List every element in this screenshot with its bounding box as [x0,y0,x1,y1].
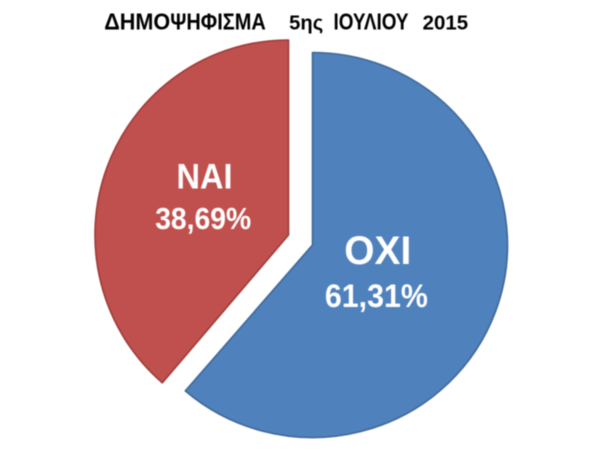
svg-text:38,69%: 38,69% [155,202,251,236]
svg-text:ΟΧΙ: ΟΧΙ [344,229,411,273]
svg-text:ΝΑΙ: ΝΑΙ [177,158,233,197]
svg-text:2015: 2015 [423,13,469,35]
svg-text:5ης: 5ης [289,13,323,35]
svg-text:ΙΟΥΛΙΟΥ: ΙΟΥΛΙΟΥ [334,8,409,34]
svg-text:61,31%: 61,31% [325,278,428,314]
svg-text:ΨΗΦΙΣΜΑ: ΨΗΦΙΣΜΑ [170,8,266,34]
svg-text:ΔΗΜΟ: ΔΗΜΟ [104,8,170,34]
